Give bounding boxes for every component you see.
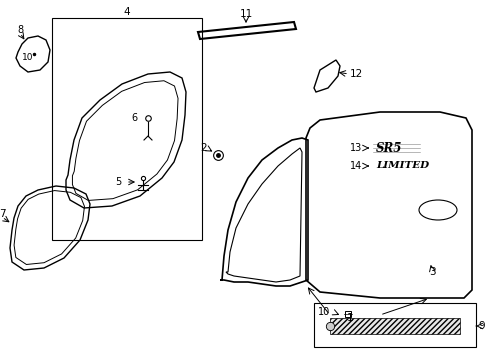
- Text: 3: 3: [428, 267, 434, 277]
- Text: LIMITED: LIMITED: [375, 162, 428, 171]
- Bar: [329, 318, 459, 334]
- Text: 7: 7: [0, 209, 5, 219]
- Text: 6: 6: [131, 113, 137, 123]
- Text: SR5: SR5: [375, 141, 402, 154]
- Text: 9: 9: [477, 321, 484, 331]
- Text: 2: 2: [200, 143, 207, 153]
- Text: 4: 4: [123, 7, 130, 17]
- Text: 10: 10: [22, 54, 34, 63]
- Text: 10: 10: [317, 307, 329, 317]
- Text: 5: 5: [115, 177, 121, 187]
- Bar: [52, 18, 202, 240]
- Text: 8: 8: [17, 25, 23, 35]
- Text: 14: 14: [349, 161, 361, 171]
- Bar: [313, 303, 475, 347]
- Text: 11: 11: [239, 9, 252, 19]
- Text: 13: 13: [349, 143, 361, 153]
- Text: 12: 12: [349, 69, 363, 79]
- Text: 1: 1: [346, 313, 353, 323]
